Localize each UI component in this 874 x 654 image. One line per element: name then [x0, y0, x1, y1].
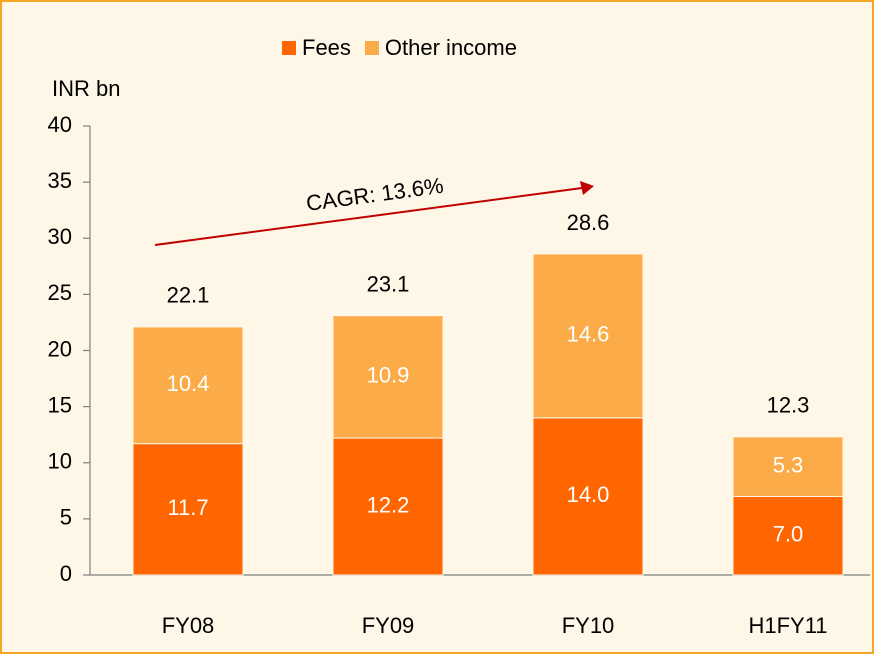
y-tick-label: 10: [48, 449, 72, 474]
x-tick-label: FY09: [362, 613, 415, 638]
y-tick-label: 0: [60, 561, 72, 586]
bar-value-label: 14.6: [567, 322, 610, 347]
bar-segment: [732, 495, 844, 576]
bar-value-label: 12.2: [367, 492, 410, 517]
bar-segment: [732, 436, 844, 497]
bar-segment: [532, 253, 644, 419]
bar-segment: [532, 417, 644, 576]
cagr-arrowhead: [580, 181, 594, 195]
y-tick-label: 20: [48, 336, 72, 361]
legend-label: Other income: [385, 35, 517, 60]
bar-total-label: 22.1: [167, 283, 210, 308]
cagr-arrow: [154, 187, 583, 246]
bar-segment: [332, 315, 444, 439]
x-tick-label: H1FY11: [748, 613, 827, 638]
bar-value-label: 10.9: [367, 363, 410, 388]
y-tick-label: 30: [48, 224, 72, 249]
x-tick-label: FY10: [562, 613, 615, 638]
y-tick-label: 15: [48, 392, 72, 417]
y-tick-label: 35: [48, 168, 72, 193]
legend-swatch: [364, 41, 379, 55]
bar-value-label: 5.3: [773, 452, 804, 477]
bar-segment: [332, 437, 444, 576]
bar-value-label: 7.0: [773, 522, 804, 547]
y-tick-label: 25: [48, 280, 72, 305]
y-tick-label: 40: [48, 112, 72, 137]
y-axis-label: INR bn: [52, 76, 120, 101]
legend-label: Fees: [302, 35, 351, 60]
bar-total-label: 12.3: [767, 393, 810, 418]
bar-value-label: 11.7: [167, 495, 208, 520]
legend-swatch: [282, 41, 296, 55]
bar-total-label: 23.1: [367, 272, 410, 297]
y-tick-label: 5: [60, 505, 72, 530]
bar-total-label: 28.6: [567, 210, 610, 235]
x-tick-label: FY08: [162, 613, 215, 638]
bar-value-label: 10.4: [167, 371, 210, 396]
bar-segment: [132, 443, 244, 576]
bar-segment: [132, 326, 244, 445]
bar-value-label: 14.0: [567, 482, 610, 507]
